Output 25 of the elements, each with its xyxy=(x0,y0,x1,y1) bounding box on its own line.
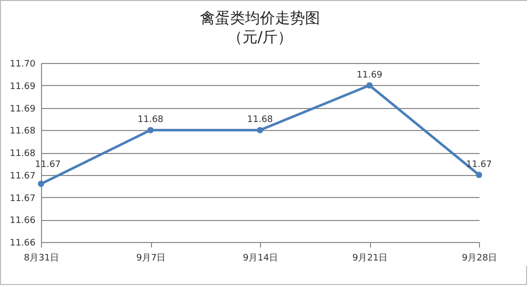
point xyxy=(256,126,264,134)
x-tick-label: 9月14日 xyxy=(242,254,278,264)
point xyxy=(147,126,154,134)
x-tick-label: 9月21日 xyxy=(352,254,388,264)
y-tick-label: 11.66 xyxy=(10,216,36,226)
x-tick-label: 9月28日 xyxy=(462,254,498,264)
chart-subtitle: （元/斤） xyxy=(227,28,293,46)
data-label: 11.69 xyxy=(356,70,383,80)
point xyxy=(38,180,44,187)
data-label: 11.68 xyxy=(138,115,164,126)
y-tick-label: 11.68 xyxy=(10,149,36,159)
y-tick-label: 11.66 xyxy=(10,238,36,248)
y-tick-label: 11.68 xyxy=(10,126,36,137)
x-tick-label: 9月7日 xyxy=(136,254,166,264)
data-label: 11.68 xyxy=(247,115,274,126)
y-tick-label: 11.70 xyxy=(10,60,36,70)
y-tick-label: 11.67 xyxy=(10,194,36,204)
x-tick-label: 8月31日 xyxy=(24,254,60,264)
y-tick-label: 11.67 xyxy=(10,171,36,182)
y-tick-label: 11.69 xyxy=(10,82,36,92)
point xyxy=(366,82,373,89)
chart-title: 禽蛋类均价走势图 xyxy=(200,9,320,27)
data-label: 11.67 xyxy=(466,160,492,170)
point xyxy=(476,172,482,178)
y-tick-label: 11.69 xyxy=(10,104,36,114)
